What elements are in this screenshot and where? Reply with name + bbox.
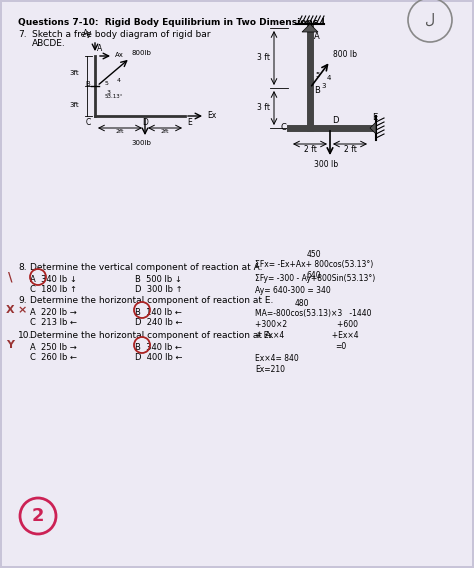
Text: C: C xyxy=(280,123,286,132)
Text: 9.: 9. xyxy=(18,296,27,305)
Text: 800lb: 800lb xyxy=(132,50,152,56)
Text: Determine the horizontal component of reaction at E.: Determine the horizontal component of re… xyxy=(30,296,273,305)
Text: 5: 5 xyxy=(105,81,109,86)
Text: 3 ft: 3 ft xyxy=(257,103,270,112)
Text: B  500 lb ↓: B 500 lb ↓ xyxy=(135,275,182,284)
Text: 800 lb: 800 lb xyxy=(333,50,357,59)
Text: C  260 lb ←: C 260 lb ← xyxy=(30,353,77,362)
Text: A  250 lb →: A 250 lb → xyxy=(30,343,77,352)
Text: ABCDE.: ABCDE. xyxy=(32,39,66,48)
Text: A: A xyxy=(314,32,320,41)
Text: 2ft: 2ft xyxy=(116,129,124,134)
Text: 640: 640 xyxy=(307,271,322,280)
Text: =0: =0 xyxy=(335,342,346,351)
Text: 3: 3 xyxy=(107,90,111,95)
Text: A: A xyxy=(97,44,102,53)
Text: Ay= 640-300 = 340: Ay= 640-300 = 340 xyxy=(255,286,331,295)
Text: Ex×4= 840: Ex×4= 840 xyxy=(255,354,299,363)
Text: Ex: Ex xyxy=(207,111,216,119)
Text: ل: ل xyxy=(425,13,435,27)
Text: 2ft: 2ft xyxy=(161,129,169,134)
Text: C: C xyxy=(86,118,91,127)
Text: Y: Y xyxy=(6,340,14,350)
Text: D: D xyxy=(332,116,338,125)
Text: Ax: Ax xyxy=(115,52,124,58)
Text: D  240 lb ←: D 240 lb ← xyxy=(135,318,182,327)
Text: 3 ft: 3 ft xyxy=(257,53,270,62)
Text: 480: 480 xyxy=(295,299,310,308)
Text: C  180 lb ↑: C 180 lb ↑ xyxy=(30,285,77,294)
Text: 2: 2 xyxy=(32,507,44,525)
Text: 10.: 10. xyxy=(18,331,32,340)
Text: 2 ft: 2 ft xyxy=(303,145,317,154)
Text: Determine the horizontal component of reaction at A.: Determine the horizontal component of re… xyxy=(30,331,274,340)
Text: Ex=210: Ex=210 xyxy=(255,365,285,374)
Text: \: \ xyxy=(8,271,13,284)
Text: 8.: 8. xyxy=(18,263,27,272)
Text: ΣFy= -300 - Ay+800Sin(53.13°): ΣFy= -300 - Ay+800Sin(53.13°) xyxy=(255,274,375,283)
Text: 3: 3 xyxy=(321,83,326,89)
Text: + Ex×4                    +Ex×4: + Ex×4 +Ex×4 xyxy=(255,331,359,340)
Text: 300lb: 300lb xyxy=(131,140,151,146)
Text: X: X xyxy=(6,305,15,315)
Text: 300 lb: 300 lb xyxy=(314,160,338,169)
Text: 450: 450 xyxy=(307,250,322,259)
Text: B  140 lb ←: B 140 lb ← xyxy=(135,308,182,317)
Text: 3ft: 3ft xyxy=(69,102,79,108)
Polygon shape xyxy=(302,24,318,32)
Text: B  340 lb ←: B 340 lb ← xyxy=(135,343,182,352)
Text: 3ft: 3ft xyxy=(69,70,79,76)
Text: A  220 lb →: A 220 lb → xyxy=(30,308,77,317)
Text: 7.: 7. xyxy=(18,30,27,39)
Text: D: D xyxy=(142,118,148,127)
Text: E: E xyxy=(372,113,377,122)
Text: C  213 lb ←: C 213 lb ← xyxy=(30,318,77,327)
Text: D  400 lb ←: D 400 lb ← xyxy=(135,353,182,362)
Text: D  300 lb ↑: D 300 lb ↑ xyxy=(135,285,182,294)
Text: B: B xyxy=(314,86,320,95)
Polygon shape xyxy=(370,122,376,134)
Text: 4: 4 xyxy=(117,78,121,83)
Text: ΣFx= -Ex+Ax+ 800cos(53.13°): ΣFx= -Ex+Ax+ 800cos(53.13°) xyxy=(255,260,373,269)
Text: Ay: Ay xyxy=(83,29,92,38)
Text: 2 ft: 2 ft xyxy=(344,145,356,154)
Text: A  340 lb ↓: A 340 lb ↓ xyxy=(30,275,77,284)
Text: +300×2                     +600: +300×2 +600 xyxy=(255,320,358,329)
Text: 4: 4 xyxy=(327,75,331,81)
Text: 5: 5 xyxy=(315,72,319,78)
Text: Determine the vertical component of reaction at A.: Determine the vertical component of reac… xyxy=(30,263,263,272)
Text: Sketch a free body diagram of rigid bar: Sketch a free body diagram of rigid bar xyxy=(32,30,210,39)
Text: MA=-800cos(53.13)×3   -1440: MA=-800cos(53.13)×3 -1440 xyxy=(255,309,372,318)
Text: E: E xyxy=(187,118,192,127)
Text: 53.13°: 53.13° xyxy=(105,94,124,99)
Text: ×: × xyxy=(18,305,27,315)
Text: B: B xyxy=(85,81,90,87)
Text: Questions 7-10:  Rigid Body Equilibrium in Two Dimensions I: Questions 7-10: Rigid Body Equilibrium i… xyxy=(18,18,325,27)
